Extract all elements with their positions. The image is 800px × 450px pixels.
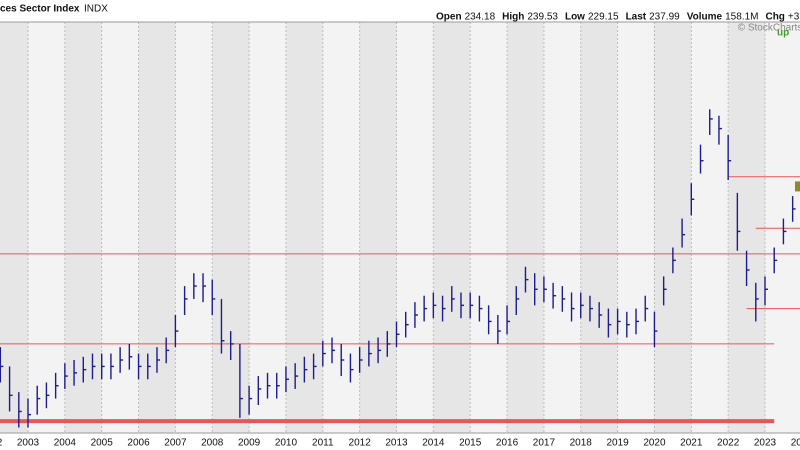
quote-bar: Open 234.18 High 239.53 Low 229.15 Last 237.99 V…	[436, 12, 800, 23]
last-marker	[795, 181, 800, 192]
quote-value: 237.99	[649, 12, 680, 23]
signal-label: up	[777, 28, 789, 39]
x-tick-label: 2024	[791, 438, 800, 449]
quote-value: 229.15	[588, 12, 619, 23]
x-tick-label: 2018	[570, 438, 593, 449]
x-tick-label: 2004	[54, 438, 77, 449]
quote-value: +3.22 (+1.37	[788, 12, 800, 23]
year-band	[175, 22, 213, 433]
x-tick-label: 2015	[459, 438, 482, 449]
x-tick-label: 2006	[127, 438, 150, 449]
year-band	[28, 22, 65, 433]
quote-label: Low	[565, 12, 585, 23]
quote-label: High	[502, 12, 524, 23]
x-tick-label: 2009	[238, 438, 261, 449]
quote-value: 158.1M	[725, 12, 758, 23]
x-tick-label: 2017	[533, 438, 556, 449]
x-tick-label: 2007	[164, 438, 187, 449]
x-tick-label: 2010	[275, 438, 298, 449]
x-tick-label: 2016	[496, 438, 519, 449]
quote-value: 239.53	[527, 12, 558, 23]
x-tick-label: 2011	[312, 438, 334, 449]
year-band	[470, 22, 508, 433]
plot-area	[0, 22, 800, 433]
quote-label: Last	[626, 12, 647, 23]
year-band	[507, 22, 544, 433]
year-band	[359, 22, 397, 433]
x-tick-label: 2002	[0, 438, 3, 449]
x-tick-label: 2021	[680, 438, 703, 449]
year-band	[765, 22, 800, 433]
year-band	[433, 22, 471, 433]
x-tick-label: 2023	[754, 438, 777, 449]
watermark: © StockCharts	[738, 23, 800, 34]
x-tick-label: 2005	[91, 438, 114, 449]
symbol: INDX	[84, 4, 108, 15]
year-band	[396, 22, 434, 433]
x-tick-label: 2008	[201, 438, 224, 449]
year-band	[617, 22, 655, 433]
quote-label: Open	[436, 12, 462, 23]
x-tick-label: 2022	[717, 438, 740, 449]
year-band	[0, 22, 28, 433]
quote-value: 234.18	[465, 12, 496, 23]
x-tick-label: 2019	[606, 438, 629, 449]
x-tick-label: 2012	[349, 438, 372, 449]
chart-title: ces Sector Index	[0, 4, 80, 15]
x-tick-label: 2014	[422, 438, 445, 449]
x-tick-label: 2013	[385, 438, 408, 449]
year-band	[691, 22, 729, 433]
year-band	[728, 22, 765, 433]
quote-label: Chg	[765, 12, 784, 23]
quote-label: Volume	[687, 12, 723, 23]
year-band	[543, 22, 581, 433]
year-band	[654, 22, 692, 433]
x-tick-label: 2003	[17, 438, 40, 449]
year-band	[212, 22, 250, 433]
year-band	[580, 22, 618, 433]
year-band	[249, 22, 286, 433]
x-tick-label: 2020	[643, 438, 666, 449]
